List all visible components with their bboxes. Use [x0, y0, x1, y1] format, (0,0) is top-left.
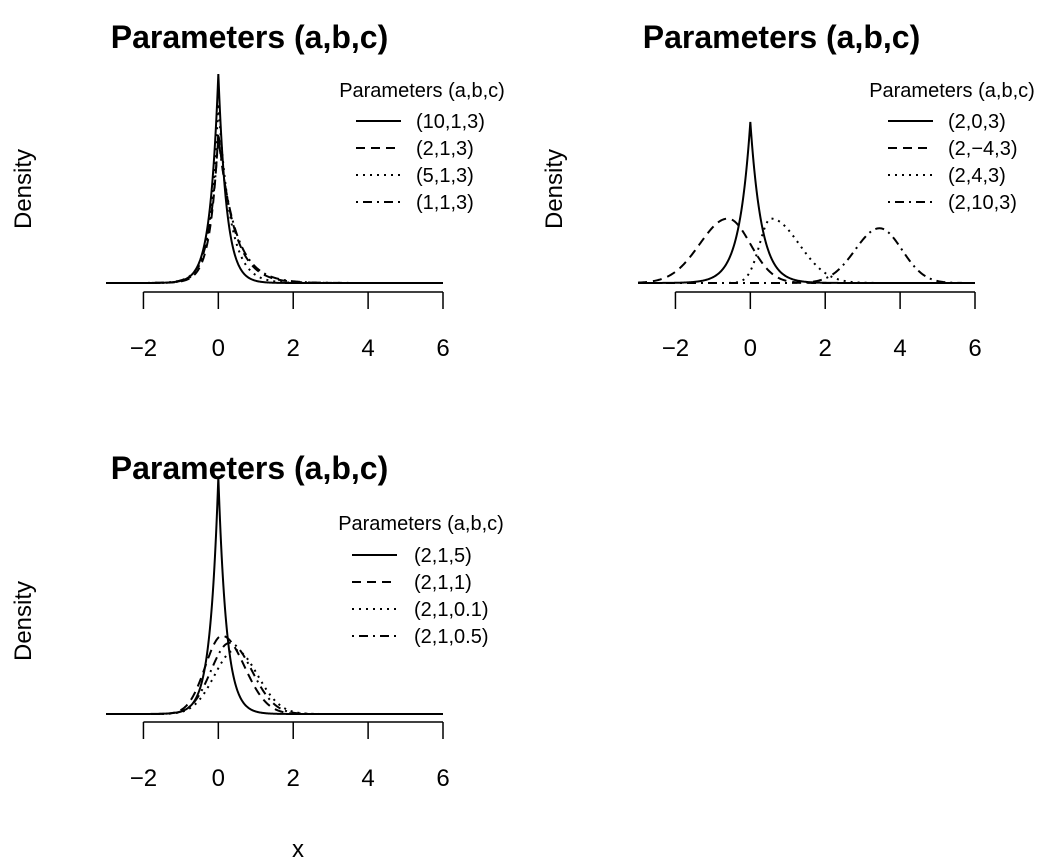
legend-title: Parameters (a,b,c): [339, 80, 505, 102]
chart-panel-3: Parameters (a,b,c) Density −2 0 2 4 6 Parameter…: [10, 450, 504, 863]
series-line-4: [106, 136, 443, 284]
series-line-4: [106, 641, 443, 715]
x-tick-label: 2: [819, 335, 832, 362]
x-tick-label: 4: [893, 335, 906, 362]
series-line-3: [106, 103, 443, 284]
legend-title: Parameters (a,b,c): [869, 80, 1035, 102]
chart-panel-1: Parameters (a,b,c) Density −2 0 2 4 6 Parameter…: [10, 19, 505, 362]
legend-entry: (2,0,3): [948, 111, 1006, 133]
legend-entry: (2,10,3): [948, 192, 1017, 214]
y-axis-label: Density: [541, 149, 568, 229]
y-axis-label: Density: [10, 149, 37, 229]
legend-entry: (2,4,3): [948, 165, 1006, 187]
x-tick-label: −2: [130, 335, 157, 362]
legend-entry: (2,1,5): [414, 545, 472, 567]
x-tick-label: 6: [436, 335, 449, 362]
x-tick-label: 4: [361, 765, 374, 792]
series-line-2: [106, 634, 443, 715]
series-line-2: [106, 132, 443, 284]
x-tick-label: 6: [436, 765, 449, 792]
x-tick-label: 4: [361, 335, 374, 362]
legend-entry: (2,1,1): [414, 572, 472, 594]
series-line-2: [637, 217, 975, 284]
x-tick-label: 2: [287, 765, 300, 792]
legend-entry: (5,1,3): [416, 165, 474, 187]
series-line-1: [106, 73, 443, 284]
y-axis-label: Density: [10, 581, 37, 661]
chart-title: Parameters (a,b,c): [643, 19, 920, 55]
legend-title: Parameters (a,b,c): [338, 513, 504, 535]
chart-panel-2: Parameters (a,b,c) Density −2 0 2 4 6 Parameter…: [541, 19, 1035, 362]
x-tick-label: −2: [662, 335, 689, 362]
legend-entry: (2,1,3): [416, 138, 474, 160]
x-tick-label: 0: [212, 765, 225, 792]
chart-title: Parameters (a,b,c): [111, 19, 388, 55]
x-tick-label: 0: [212, 335, 225, 362]
series-line-3: [638, 217, 975, 284]
legend-entry: (2,1,0.5): [414, 626, 488, 648]
legend-entry: (2,−4,3): [948, 138, 1017, 160]
legend-entry: (10,1,3): [416, 111, 485, 133]
x-tick-label: −2: [130, 765, 157, 792]
x-tick-label: 2: [287, 335, 300, 362]
x-tick-label: 6: [968, 335, 981, 362]
series-line-4: [638, 227, 975, 284]
chart-title: Parameters (a,b,c): [111, 450, 388, 486]
legend-entry: (2,1,0.1): [414, 599, 488, 621]
x-tick-label: 0: [744, 335, 757, 362]
legend-entry: (1,1,3): [416, 192, 474, 214]
x-axis-label: x: [292, 836, 304, 863]
